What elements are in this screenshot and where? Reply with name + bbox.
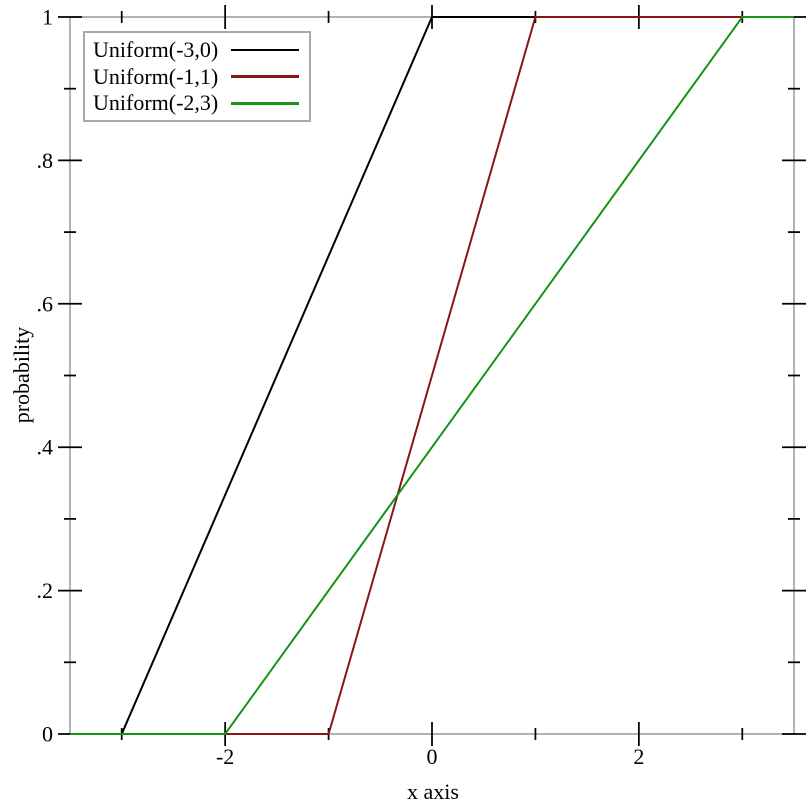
y-tick-label: .8 bbox=[37, 148, 54, 173]
legend-label: Uniform(-2,3) bbox=[93, 90, 219, 116]
legend-item: Uniform(-2,3) bbox=[93, 92, 299, 114]
y-tick-label: .2 bbox=[37, 578, 54, 603]
legend-label: Uniform(-1,1) bbox=[93, 63, 219, 89]
legend-item: Uniform(-1,1) bbox=[93, 63, 299, 89]
y-tick-label: .4 bbox=[37, 435, 54, 460]
y-tick-label: .6 bbox=[37, 291, 54, 316]
y-tick-label: 1 bbox=[42, 5, 53, 30]
tick-labels: -2 0 2 0 .2 .4 .6 .8 1 bbox=[37, 5, 645, 770]
legend-line-swatch bbox=[231, 75, 299, 78]
x-tick-label: -2 bbox=[216, 744, 234, 769]
legend-item: Uniform(-3,0) bbox=[93, 36, 299, 62]
series-line-1 bbox=[70, 16, 794, 735]
legend-label: Uniform(-3,0) bbox=[93, 36, 219, 62]
series-lines bbox=[70, 16, 794, 735]
y-tick-label: 0 bbox=[42, 722, 53, 747]
y-axis-title: probability bbox=[9, 326, 34, 424]
x-axis-title: x axis bbox=[407, 779, 459, 804]
legend-line-swatch bbox=[231, 102, 299, 105]
legend: Uniform(-3,0) Uniform(-1,1) Uniform(-2,3) bbox=[83, 31, 311, 122]
x-tick-label: 0 bbox=[427, 744, 438, 769]
x-tick-label: 2 bbox=[633, 744, 644, 769]
legend-line-swatch bbox=[231, 48, 299, 51]
axis-ticks bbox=[58, 5, 806, 746]
series-line-2 bbox=[70, 16, 794, 735]
